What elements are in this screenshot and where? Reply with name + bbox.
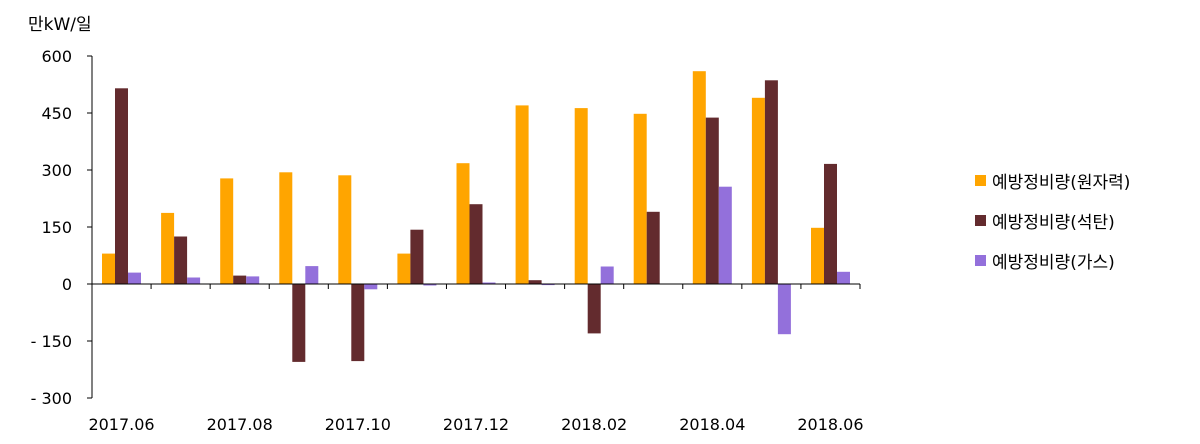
legend-swatch xyxy=(975,214,986,226)
y-tick-label: 300 xyxy=(41,161,72,180)
bar-1-2018.03 xyxy=(633,113,647,284)
bar-2-2018.03 xyxy=(646,211,660,284)
bar-1-2017.10 xyxy=(338,175,352,284)
y-tick-label: 450 xyxy=(41,104,72,123)
bar-1-2017.11 xyxy=(397,253,411,284)
bar-2-2017.11 xyxy=(410,229,424,284)
legend-item-1: 예방정비량(원자력) xyxy=(975,160,1195,200)
y-tick-label: 0 xyxy=(62,275,72,294)
bar-3-2017.10 xyxy=(364,284,378,290)
bar-1-2018.04 xyxy=(692,71,706,284)
bar-1-2017.06 xyxy=(102,253,115,284)
bar-2-2017.07 xyxy=(174,236,188,284)
bar-3-2018.06 xyxy=(837,271,850,284)
y-tick-label: 150 xyxy=(41,218,72,237)
x-tick-label: 2017.06 xyxy=(88,415,154,434)
bar-3-2018.02 xyxy=(600,266,614,284)
y-tick-label: - 150 xyxy=(31,332,72,351)
bar-2-2018.01 xyxy=(528,280,542,284)
bar-1-2018.01 xyxy=(515,105,529,285)
x-tick-label: 2018.04 xyxy=(679,415,745,434)
bar-3-2017.08 xyxy=(246,276,260,284)
bar-1-2017.12 xyxy=(456,163,470,284)
bar-3-2018.04 xyxy=(718,186,732,284)
legend-label: 예방정비량(가스) xyxy=(992,252,1115,273)
x-tick-label: 2017.12 xyxy=(443,415,509,434)
bar-2-2018.06 xyxy=(824,163,837,284)
y-axis-unit-label: 만kW/일 xyxy=(28,15,92,35)
legend-item-2: 예방정비량(석탄) xyxy=(975,200,1195,240)
legend-label: 예방정비량(원자력) xyxy=(992,172,1131,193)
legend-item-3: 예방정비량(가스) xyxy=(975,240,1195,280)
legend-swatch xyxy=(975,254,986,266)
bar-3-2017.11 xyxy=(423,284,437,286)
legend-label: 예방정비량(석탄) xyxy=(992,212,1115,233)
bar-2-2017.10 xyxy=(351,284,365,362)
bar-1-2017.08 xyxy=(220,178,234,284)
bar-3-2017.12 xyxy=(482,282,496,284)
bar-1-2018.02 xyxy=(574,108,588,284)
y-tick-label: - 300 xyxy=(31,389,72,408)
x-tick-label: 2017.10 xyxy=(325,415,391,434)
bar-2-2018.02 xyxy=(587,284,601,334)
bar-2-2017.06 xyxy=(115,88,128,284)
bar-2-2017.12 xyxy=(469,204,483,284)
y-tick-label: 600 xyxy=(41,47,72,66)
bar-1-2018.05 xyxy=(751,97,765,284)
x-tick-label: 2017.08 xyxy=(207,415,273,434)
bar-1-2017.09 xyxy=(279,172,293,284)
legend: 예방정비량(원자력) 예방정비량(석탄) 예방정비량(가스) xyxy=(975,160,1195,280)
x-tick-label: 2018.02 xyxy=(561,415,627,434)
bar-3-2017.06 xyxy=(128,272,141,284)
bar-2-2017.09 xyxy=(292,284,306,362)
legend-swatch xyxy=(975,174,986,186)
bar-2-2018.05 xyxy=(764,80,778,284)
bar-1-2017.07 xyxy=(161,212,175,284)
bar-3-2018.05 xyxy=(777,284,791,335)
x-tick-label: 2018.06 xyxy=(797,415,863,434)
bar-3-2017.07 xyxy=(187,277,201,284)
bar-2-2017.08 xyxy=(233,275,247,284)
bar-3-2018.01 xyxy=(541,284,555,286)
bar-1-2018.06 xyxy=(811,227,824,284)
bar-3-2017.09 xyxy=(305,266,319,284)
bar-2-2018.04 xyxy=(705,117,719,284)
